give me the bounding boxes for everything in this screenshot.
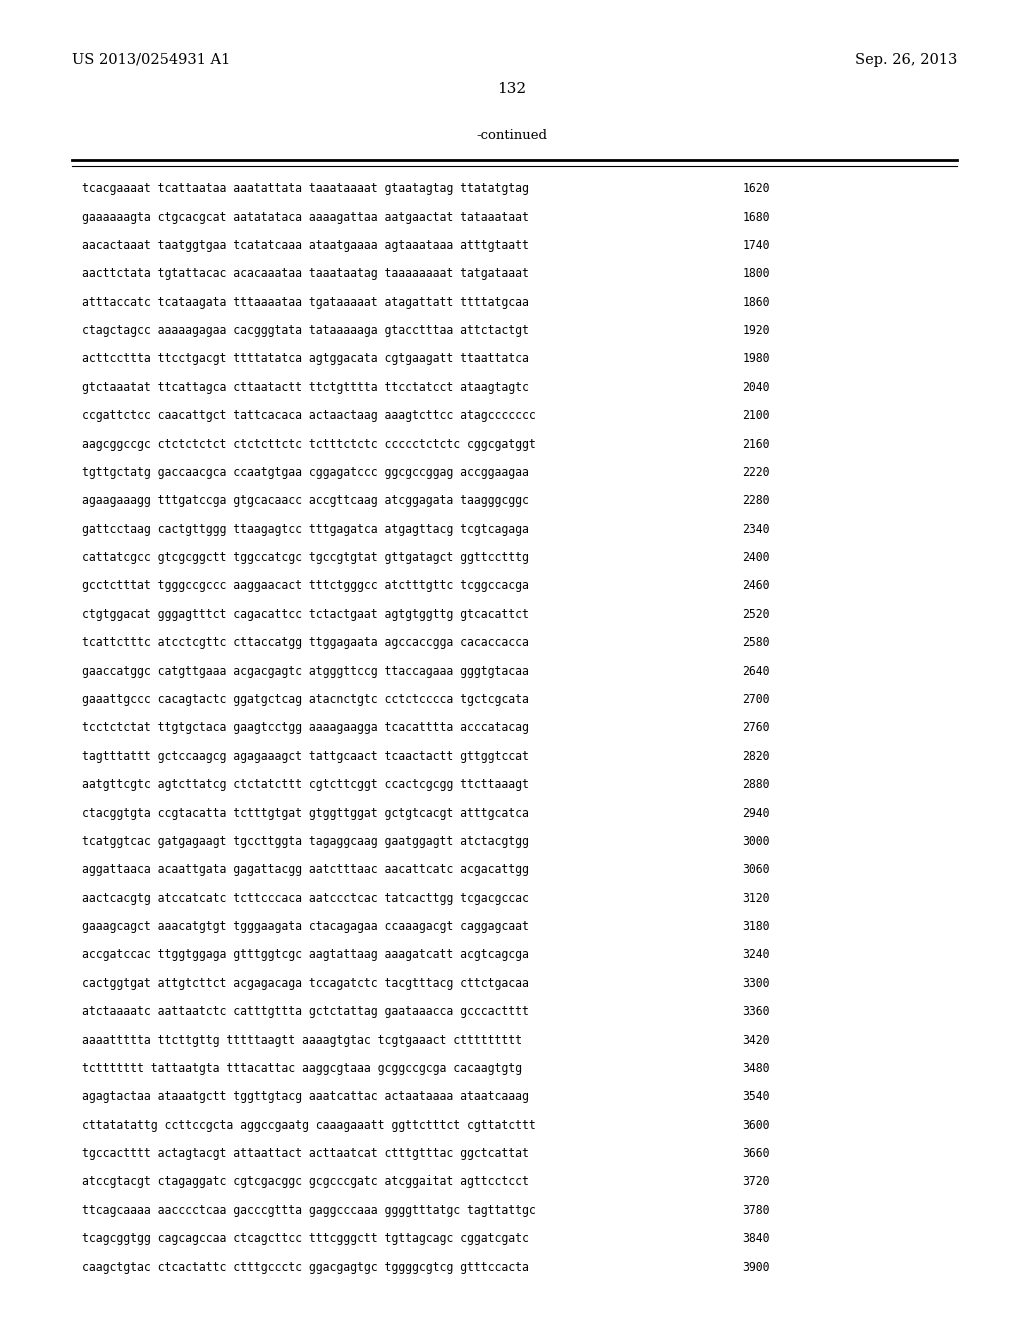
- Text: tagtttattt gctccaagcg agagaaagct tattgcaact tcaactactt gttggtccat: tagtttattt gctccaagcg agagaaagct tattgca…: [82, 750, 528, 763]
- Text: gcctctttat tgggccgccc aaggaacact tttctgggcc atctttgttc tcggccacga: gcctctttat tgggccgccc aaggaacact tttctgg…: [82, 579, 528, 593]
- Text: tcatggtcac gatgagaagt tgccttggta tagaggcaag gaatggagtt atctacgtgg: tcatggtcac gatgagaagt tgccttggta tagaggc…: [82, 834, 528, 847]
- Text: 2520: 2520: [742, 607, 770, 620]
- Text: 3900: 3900: [742, 1261, 770, 1274]
- Text: 3180: 3180: [742, 920, 770, 933]
- Text: atctaaaatc aattaatctc catttgttta gctctattag gaataaacca gcccactttt: atctaaaatc aattaatctc catttgttta gctctat…: [82, 1006, 528, 1018]
- Text: gtctaaatat ttcattagca cttaatactt ttctgtttta ttcctatcct ataagtagtc: gtctaaatat ttcattagca cttaatactt ttctgtt…: [82, 380, 528, 393]
- Text: aaaattttta ttcttgttg tttttaagtt aaaagtgtac tcgtgaaact cttttttttt: aaaattttta ttcttgttg tttttaagtt aaaagtgt…: [82, 1034, 522, 1047]
- Text: 3660: 3660: [742, 1147, 770, 1160]
- Text: gaaccatggc catgttgaaa acgacgagtc atgggttccg ttaccagaaa gggtgtacaa: gaaccatggc catgttgaaa acgacgagtc atgggtt…: [82, 665, 528, 677]
- Text: 2820: 2820: [742, 750, 770, 763]
- Text: tgttgctatg gaccaacgca ccaatgtgaa cggagatccc ggcgccggag accggaagaa: tgttgctatg gaccaacgca ccaatgtgaa cggagat…: [82, 466, 528, 479]
- Text: 1800: 1800: [742, 267, 770, 280]
- Text: atccgtacgt ctagaggatc cgtcgacggc gcgcccgatc atcggaitat agttcctcct: atccgtacgt ctagaggatc cgtcgacggc gcgcccg…: [82, 1175, 528, 1188]
- Text: 1620: 1620: [742, 182, 770, 195]
- Text: 2580: 2580: [742, 636, 770, 649]
- Text: 3000: 3000: [742, 834, 770, 847]
- Text: aggattaaca acaattgata gagattacgg aatctttaac aacattcatc acgacattgg: aggattaaca acaattgata gagattacgg aatcttt…: [82, 863, 528, 876]
- Text: agaagaaagg tttgatccga gtgcacaacc accgttcaag atcggagata taagggcggc: agaagaaagg tttgatccga gtgcacaacc accgttc…: [82, 495, 528, 507]
- Text: Sep. 26, 2013: Sep. 26, 2013: [855, 53, 957, 67]
- Text: 2640: 2640: [742, 665, 770, 677]
- Text: gaaagcagct aaacatgtgt tgggaagata ctacagagaa ccaaagacgt caggagcaat: gaaagcagct aaacatgtgt tgggaagata ctacaga…: [82, 920, 528, 933]
- Text: 3600: 3600: [742, 1118, 770, 1131]
- Text: 2220: 2220: [742, 466, 770, 479]
- Text: ttcagcaaaa aacccctcaa gacccgttta gaggcccaaa ggggtttatgc tagttattgc: ttcagcaaaa aacccctcaa gacccgttta gaggccc…: [82, 1204, 536, 1217]
- Text: 2760: 2760: [742, 721, 770, 734]
- Text: 2400: 2400: [742, 552, 770, 564]
- Text: 2280: 2280: [742, 495, 770, 507]
- Text: aacttctata tgtattacac acacaaataa taaataatag taaaaaaaat tatgataaat: aacttctata tgtattacac acacaaataa taaataa…: [82, 267, 528, 280]
- Text: aatgttcgtc agtcttatcg ctctatcttt cgtcttcggt ccactcgcgg ttcttaaagt: aatgttcgtc agtcttatcg ctctatcttt cgtcttc…: [82, 777, 528, 791]
- Text: 2340: 2340: [742, 523, 770, 536]
- Text: 3420: 3420: [742, 1034, 770, 1047]
- Text: acttccttta ttcctgacgt ttttatatca agtggacata cgtgaagatt ttaattatca: acttccttta ttcctgacgt ttttatatca agtggac…: [82, 352, 528, 366]
- Text: cttatatattg ccttccgcta aggccgaatg caaagaaatt ggttctttct cgttatcttt: cttatatattg ccttccgcta aggccgaatg caaaga…: [82, 1118, 536, 1131]
- Text: 3240: 3240: [742, 948, 770, 961]
- Text: ctacggtgta ccgtacatta tctttgtgat gtggttggat gctgtcacgt atttgcatca: ctacggtgta ccgtacatta tctttgtgat gtggttg…: [82, 807, 528, 820]
- Text: 2100: 2100: [742, 409, 770, 422]
- Text: 1920: 1920: [742, 325, 770, 337]
- Text: 3840: 3840: [742, 1233, 770, 1245]
- Text: 3480: 3480: [742, 1061, 770, 1074]
- Text: 3300: 3300: [742, 977, 770, 990]
- Text: aagcggccgc ctctctctct ctctcttctc tctttctctc ccccctctctc cggcgatggt: aagcggccgc ctctctctct ctctcttctc tctttct…: [82, 438, 536, 450]
- Text: 2160: 2160: [742, 438, 770, 450]
- Text: -continued: -continued: [476, 129, 548, 143]
- Text: 2040: 2040: [742, 380, 770, 393]
- Text: cattatcgcc gtcgcggctt tggccatcgc tgccgtgtat gttgatagct ggttcctttg: cattatcgcc gtcgcggctt tggccatcgc tgccgtg…: [82, 552, 528, 564]
- Text: 1860: 1860: [742, 296, 770, 309]
- Text: 2700: 2700: [742, 693, 770, 706]
- Text: 3120: 3120: [742, 892, 770, 904]
- Text: aacactaaat taatggtgaa tcatatcaaa ataatgaaaa agtaaataaa atttgtaatt: aacactaaat taatggtgaa tcatatcaaa ataatga…: [82, 239, 528, 252]
- Text: aactcacgtg atccatcatc tcttcccaca aatccctcac tatcacttgg tcgacgccac: aactcacgtg atccatcatc tcttcccaca aatccct…: [82, 892, 528, 904]
- Text: 2880: 2880: [742, 777, 770, 791]
- Text: 2460: 2460: [742, 579, 770, 593]
- Text: 3060: 3060: [742, 863, 770, 876]
- Text: US 2013/0254931 A1: US 2013/0254931 A1: [72, 53, 230, 67]
- Text: ctagctagcc aaaaagagaa cacgggtata tataaaaaga gtacctttaa attctactgt: ctagctagcc aaaaagagaa cacgggtata tataaaa…: [82, 325, 528, 337]
- Text: tcacgaaaat tcattaataa aaatattata taaataaaat gtaatagtag ttatatgtag: tcacgaaaat tcattaataa aaatattata taaataa…: [82, 182, 528, 195]
- Text: 3540: 3540: [742, 1090, 770, 1104]
- Text: gattcctaag cactgttggg ttaagagtcc tttgagatca atgagttacg tcgtcagaga: gattcctaag cactgttggg ttaagagtcc tttgaga…: [82, 523, 528, 536]
- Text: 1980: 1980: [742, 352, 770, 366]
- Text: 3360: 3360: [742, 1006, 770, 1018]
- Text: tgccactttt actagtacgt attaattact acttaatcat ctttgtttac ggctcattat: tgccactttt actagtacgt attaattact acttaat…: [82, 1147, 528, 1160]
- Text: tcattctttc atcctcgttc cttaccatgg ttggagaata agccaccgga cacaccacca: tcattctttc atcctcgttc cttaccatgg ttggaga…: [82, 636, 528, 649]
- Text: 1740: 1740: [742, 239, 770, 252]
- Text: 2940: 2940: [742, 807, 770, 820]
- Text: agagtactaa ataaatgctt tggttgtacg aaatcattac actaataaaa ataatcaaag: agagtactaa ataaatgctt tggttgtacg aaatcat…: [82, 1090, 528, 1104]
- Text: 1680: 1680: [742, 210, 770, 223]
- Text: 132: 132: [498, 82, 526, 96]
- Text: caagctgtac ctcactattc ctttgccctc ggacgagtgc tggggcgtcg gtttccacta: caagctgtac ctcactattc ctttgccctc ggacgag…: [82, 1261, 528, 1274]
- Text: cactggtgat attgtcttct acgagacaga tccagatctc tacgtttacg cttctgacaa: cactggtgat attgtcttct acgagacaga tccagat…: [82, 977, 528, 990]
- Text: ctgtggacat gggagtttct cagacattcc tctactgaat agtgtggttg gtcacattct: ctgtggacat gggagtttct cagacattcc tctactg…: [82, 607, 528, 620]
- Text: accgatccac ttggtggaga gtttggtcgc aagtattaag aaagatcatt acgtcagcga: accgatccac ttggtggaga gtttggtcgc aagtatt…: [82, 948, 528, 961]
- Text: 3780: 3780: [742, 1204, 770, 1217]
- Text: 3720: 3720: [742, 1175, 770, 1188]
- Text: tcctctctat ttgtgctaca gaagtcctgg aaaagaagga tcacatttta acccatacag: tcctctctat ttgtgctaca gaagtcctgg aaaagaa…: [82, 721, 528, 734]
- Text: ccgattctcc caacattgct tattcacaca actaactaag aaagtcttcc atagccccccc: ccgattctcc caacattgct tattcacaca actaact…: [82, 409, 536, 422]
- Text: tcttttttt tattaatgta tttacattac aaggcgtaaa gcggccgcga cacaagtgtg: tcttttttt tattaatgta tttacattac aaggcgta…: [82, 1061, 522, 1074]
- Text: atttaccatc tcataagata tttaaaataa tgataaaaat atagattatt ttttatgcaa: atttaccatc tcataagata tttaaaataa tgataaa…: [82, 296, 528, 309]
- Text: gaaaaaagta ctgcacgcat aatatataca aaaagattaa aatgaactat tataaataat: gaaaaaagta ctgcacgcat aatatataca aaaagat…: [82, 210, 528, 223]
- Text: gaaattgccc cacagtactc ggatgctcag atacnctgtc cctctcccca tgctcgcata: gaaattgccc cacagtactc ggatgctcag atacnct…: [82, 693, 528, 706]
- Text: tcagcggtgg cagcagccaa ctcagcttcc tttcgggctt tgttagcagc cggatcgatc: tcagcggtgg cagcagccaa ctcagcttcc tttcggg…: [82, 1233, 528, 1245]
